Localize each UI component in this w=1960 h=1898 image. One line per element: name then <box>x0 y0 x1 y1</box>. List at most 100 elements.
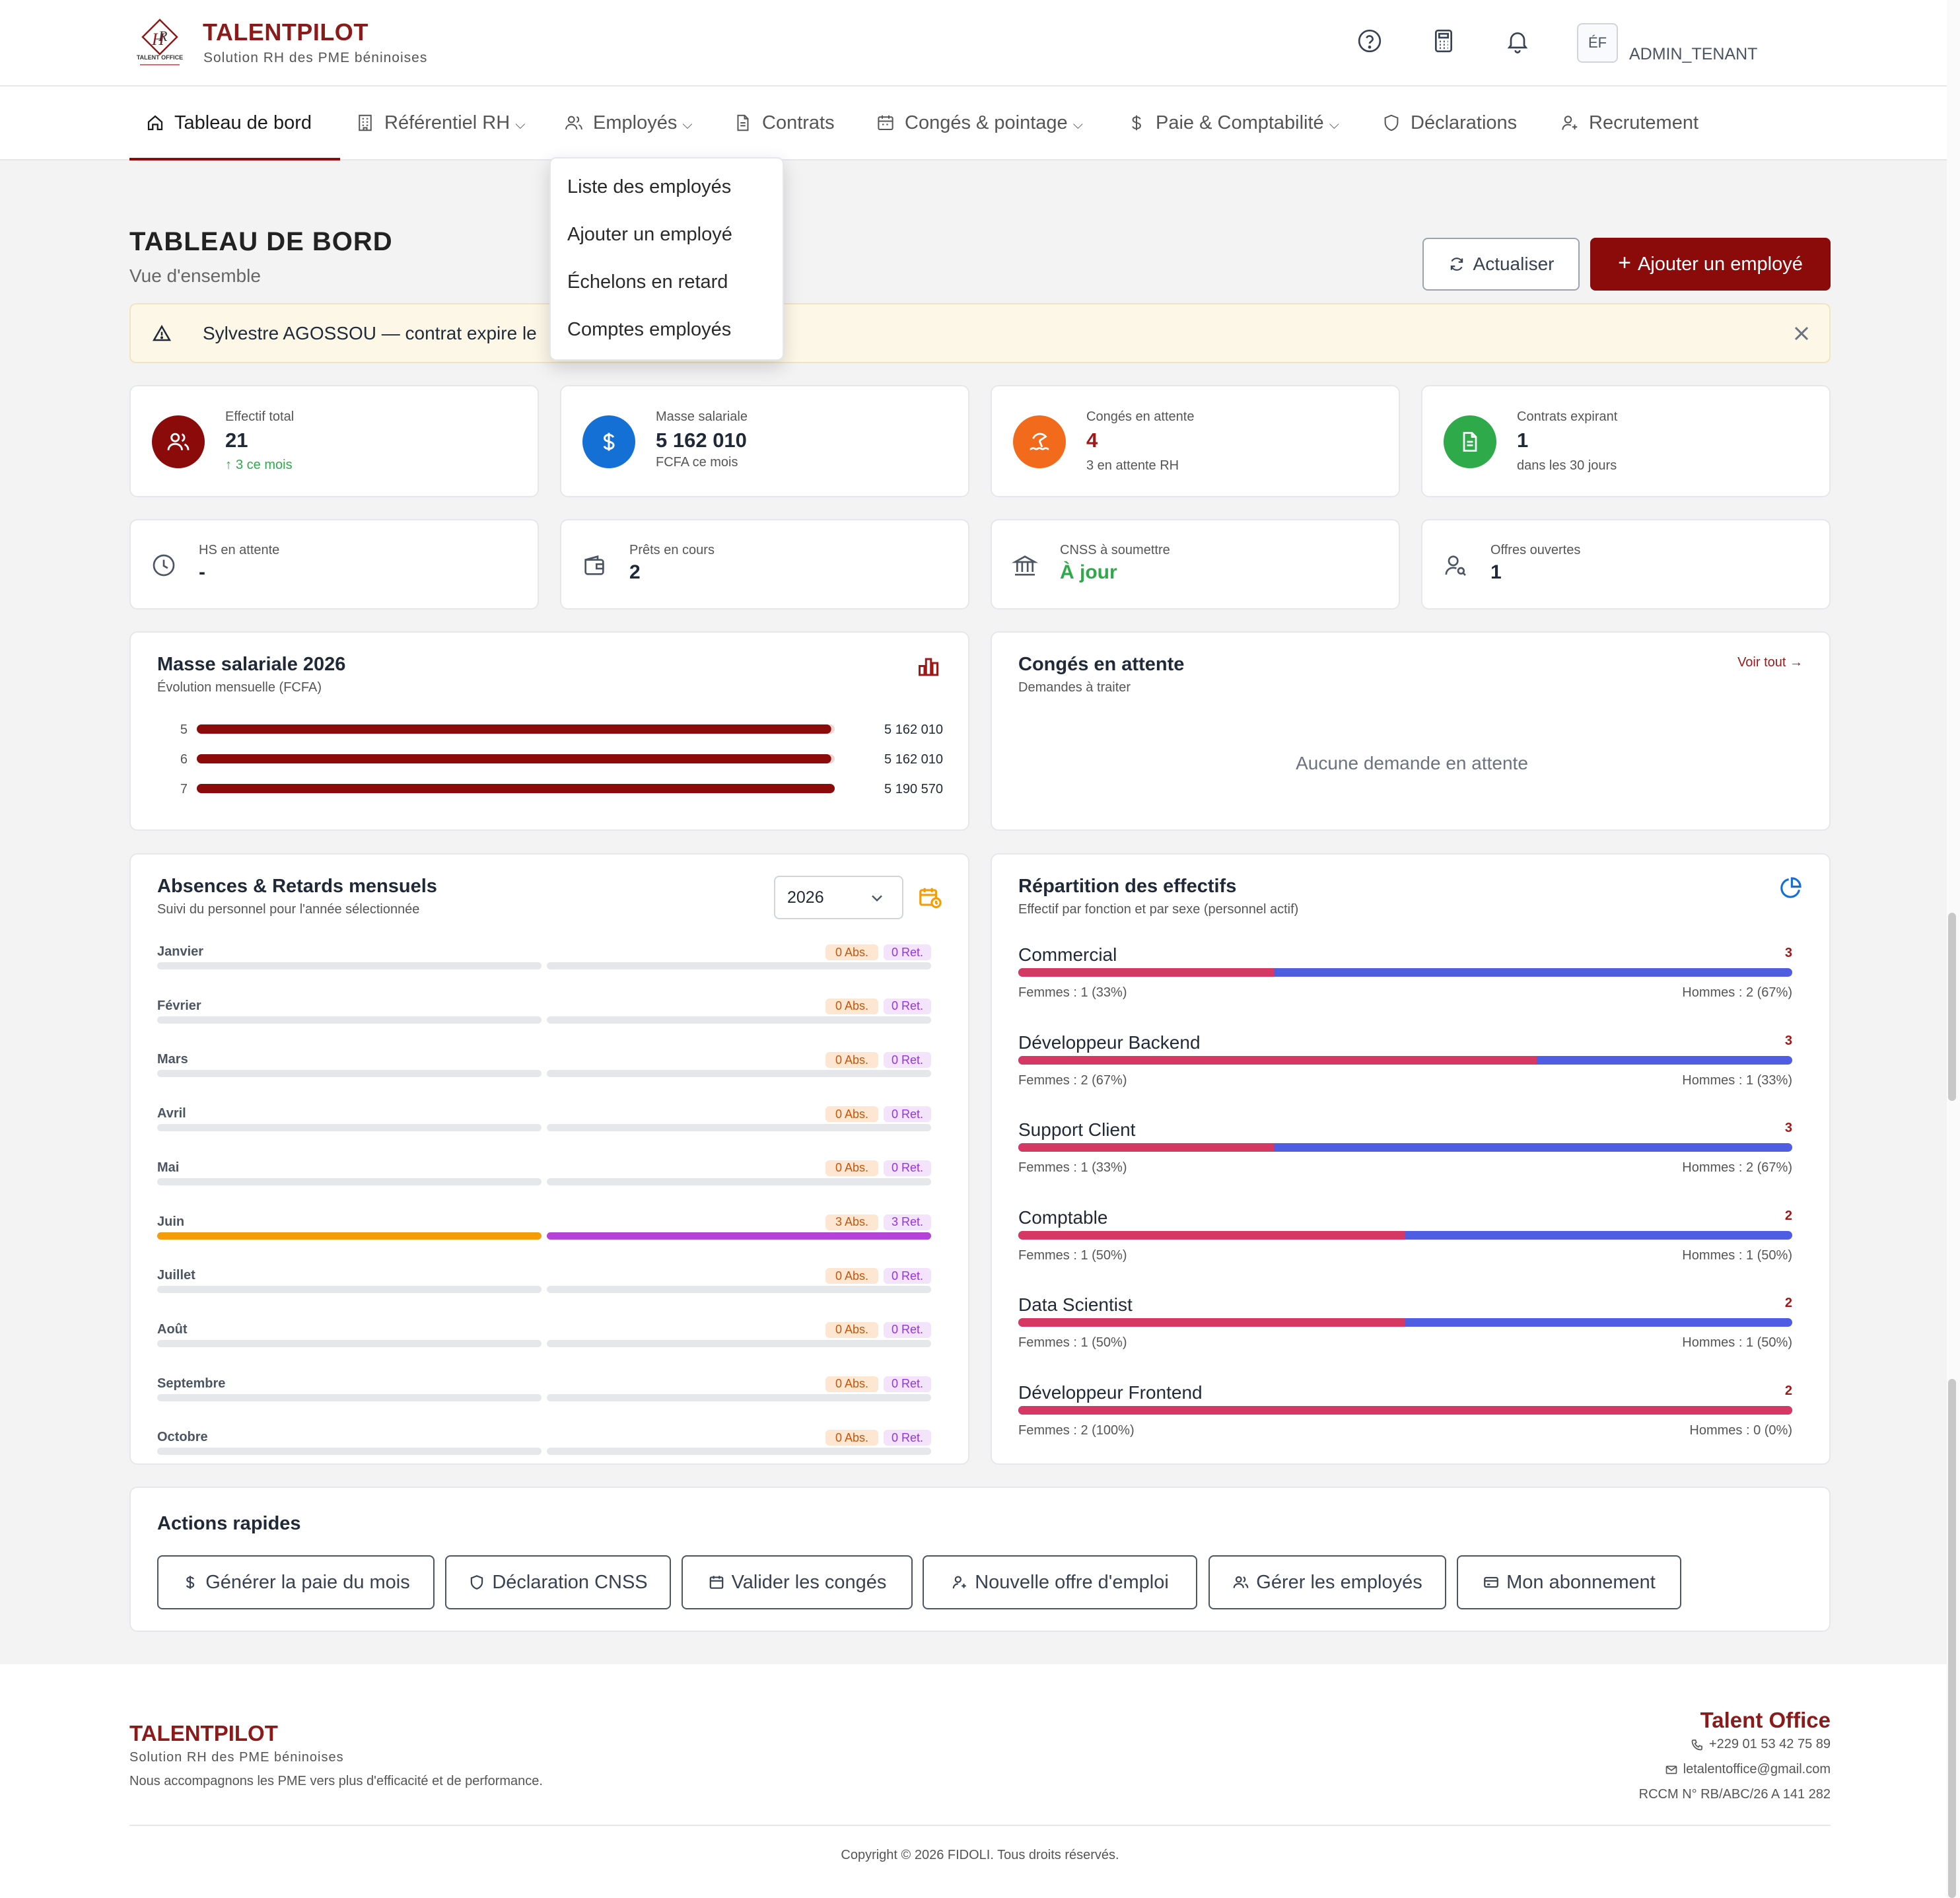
nav-paie-comptabilite[interactable]: Paie & Comptabilité ⌵ <box>1127 108 1339 137</box>
copyright: Copyright © 2026 FIDOLI. Tous droits rés… <box>841 1848 1119 1862</box>
avatar[interactable]: ÉF <box>1577 23 1618 63</box>
page-title: TABLEAU DE BORD <box>129 227 393 256</box>
effectif-row[interactable]: Support Client 3 Femmes : 1 (33%) Hommes : … <box>1018 1119 1792 1204</box>
stat-card-offres[interactable]: Offres ouvertes 1 <box>1421 519 1831 610</box>
month-name: Mai <box>157 1160 180 1175</box>
menu-item-echelons-retard[interactable]: Échelons en retard <box>567 271 728 293</box>
home-icon <box>147 115 163 131</box>
manage-employees-button[interactable]: Gérer les employés <box>1208 1555 1446 1609</box>
gender-bar <box>1018 1230 1792 1240</box>
phone-icon <box>1691 1739 1702 1750</box>
stat-card-masse-salariale[interactable]: Masse salariale 5 162 010 FCFA ce mois <box>560 385 969 497</box>
bar[interactable] <box>197 724 831 734</box>
cnss-declaration-button[interactable]: Déclaration CNSS <box>445 1555 671 1609</box>
scrollbar-track[interactable] <box>1947 0 1960 1898</box>
gender-bar <box>1018 1406 1792 1415</box>
femmes-label: Femmes : 1 (33%) <box>1018 985 1127 1000</box>
add-employee-button[interactable]: + Ajouter un employé <box>1590 238 1831 291</box>
nav-referentiel-rh[interactable]: Référentiel RH ⌵ <box>355 108 525 137</box>
absence-badge: 0 Abs. <box>825 1052 878 1069</box>
absence-badge: 0 Abs. <box>825 1268 878 1284</box>
brand-name[interactable]: TALENTPILOT <box>203 18 368 46</box>
beach-icon <box>1013 415 1066 468</box>
footer-description: Nous accompagnons les PME vers plus d'ef… <box>129 1774 543 1788</box>
alert-text: Sylvestre AGOSSOU — contrat expire le <box>203 323 537 343</box>
nav-label: Congés & pointage <box>905 112 1068 133</box>
effectif-row[interactable]: Développeur Frontend 2 Femmes : 2 (100%) Ho… <box>1018 1382 1792 1467</box>
nav-employes[interactable]: Employés ⌵ <box>564 108 693 137</box>
month-name: Janvier <box>157 944 204 959</box>
nav-label: Recrutement <box>1589 112 1699 133</box>
nav-conges-pointage[interactable]: Congés & pointage ⌵ <box>876 108 1083 137</box>
absence-bar <box>157 1070 542 1078</box>
function-name: Développeur Frontend <box>1018 1382 1203 1403</box>
footer-email[interactable]: letalentoffice@gmail.com <box>1665 1762 1831 1777</box>
function-name: Développeur Backend <box>1018 1032 1201 1053</box>
scrollbar-thumb-upper[interactable] <box>1948 913 1956 1101</box>
retard-badge: 0 Ret. <box>884 1321 931 1338</box>
value-label: 5 190 570 <box>884 782 943 796</box>
stat-card-conges[interactable]: Congés en attente 4 3 en attente RH <box>991 385 1400 497</box>
menu-item-liste-employes[interactable]: Liste des employés <box>567 176 732 197</box>
help-icon[interactable] <box>1356 28 1383 54</box>
bar-chart-icon[interactable] <box>917 655 940 679</box>
nav-declarations[interactable]: Déclarations <box>1382 108 1517 137</box>
month-name: Juin <box>157 1214 185 1229</box>
month-name: Septembre <box>157 1376 226 1391</box>
generate-payroll-button[interactable]: Générer la paie du mois <box>157 1555 435 1609</box>
stat-card-hs[interactable]: HS en attente - <box>129 519 539 610</box>
card-title: Actions rapides <box>157 1513 301 1534</box>
new-job-offer-button[interactable]: Nouvelle offre d'emploi <box>923 1555 1197 1609</box>
validate-leaves-button[interactable]: Valider les congés <box>682 1555 913 1609</box>
effectif-row[interactable]: Commercial 3 Femmes : 1 (33%) Hommes : 2 (6… <box>1018 944 1792 1029</box>
month-row: Avril 0 Abs. 0 Ret. <box>157 1106 931 1159</box>
menu-item-ajouter-employe[interactable]: Ajouter un employé <box>567 224 732 245</box>
function-count: 3 <box>1784 1033 1792 1048</box>
effectif-row[interactable]: Développeur Backend 3 Femmes : 2 (67%) Homm… <box>1018 1032 1792 1117</box>
stat-card-cnss[interactable]: CNSS à soumettre À jour <box>991 519 1400 610</box>
retard-badge: 0 Ret. <box>884 1160 931 1176</box>
gender-bar <box>1018 968 1792 977</box>
absence-badge: 0 Abs. <box>825 1321 878 1338</box>
mail-icon <box>1665 1765 1677 1774</box>
nav-tableau-de-bord[interactable]: Tableau de bord <box>145 108 312 137</box>
bar[interactable] <box>197 754 831 763</box>
absence-bar <box>157 1016 542 1024</box>
bar[interactable] <box>197 784 835 793</box>
close-icon[interactable] <box>1790 322 1813 345</box>
refresh-label: Actualiser <box>1473 254 1555 274</box>
month-row: Janvier 0 Abs. 0 Ret. <box>157 944 931 997</box>
footer-phone[interactable]: +229 01 53 42 75 89 <box>1691 1737 1831 1752</box>
effectif-row[interactable]: Data Scientist 2 Femmes : 1 (50%) Hommes : … <box>1018 1294 1792 1379</box>
nav-recrutement[interactable]: Recrutement <box>1560 108 1698 137</box>
company-logo[interactable]: H R TALENT OFFICE <box>129 18 190 71</box>
absences-card: Absences & Retards mensuels Suivi du per… <box>129 853 969 1465</box>
card-title: Absences & Retards mensuels <box>157 876 437 897</box>
bell-icon[interactable] <box>1504 28 1531 54</box>
calendar-clock-icon[interactable] <box>917 885 942 910</box>
function-count: 3 <box>1784 1121 1792 1136</box>
refresh-button[interactable]: Actualiser <box>1422 238 1580 291</box>
stat-card-effectif[interactable]: Effectif total 21 ↑ 3 ce mois <box>129 385 539 497</box>
footer-rccm: RCCM N° RB/ABC/26 A 141 282 <box>1638 1787 1831 1802</box>
year-select[interactable]: 2026 <box>774 876 903 919</box>
menu-item-comptes-employes[interactable]: Comptes employés <box>567 319 732 340</box>
contract-alert: Sylvestre AGOSSOU — contrat expire le <box>129 303 1831 363</box>
absence-bar <box>157 1393 542 1401</box>
calculator-icon[interactable] <box>1430 28 1457 54</box>
active-tab-indicator <box>129 158 340 160</box>
nav-label: Tableau de bord <box>174 112 312 133</box>
effectif-row[interactable]: Comptable 2 Femmes : 1 (50%) Hommes : 1 (50… <box>1018 1207 1792 1292</box>
user-role[interactable]: ADMIN_TENANT <box>1629 45 1758 63</box>
stat-label: Prêts en cours <box>629 543 715 557</box>
refresh-icon <box>1450 258 1463 271</box>
subscription-button[interactable]: Mon abonnement <box>1457 1555 1681 1609</box>
chevron-down-icon: ⌵ <box>515 117 526 132</box>
voir-tout-link[interactable]: Voir tout → <box>1737 655 1803 670</box>
stat-card-prets[interactable]: Prêts en cours 2 <box>560 519 969 610</box>
stat-card-contrats[interactable]: Contrats expirant 1 dans les 30 jours <box>1421 385 1831 497</box>
nav-contrats[interactable]: Contrats <box>733 108 835 137</box>
month-row: Mars 0 Abs. 0 Ret. <box>157 1052 931 1105</box>
scrollbar-thumb-lower[interactable] <box>1948 1379 1956 1898</box>
pie-chart-icon[interactable] <box>1778 876 1803 901</box>
